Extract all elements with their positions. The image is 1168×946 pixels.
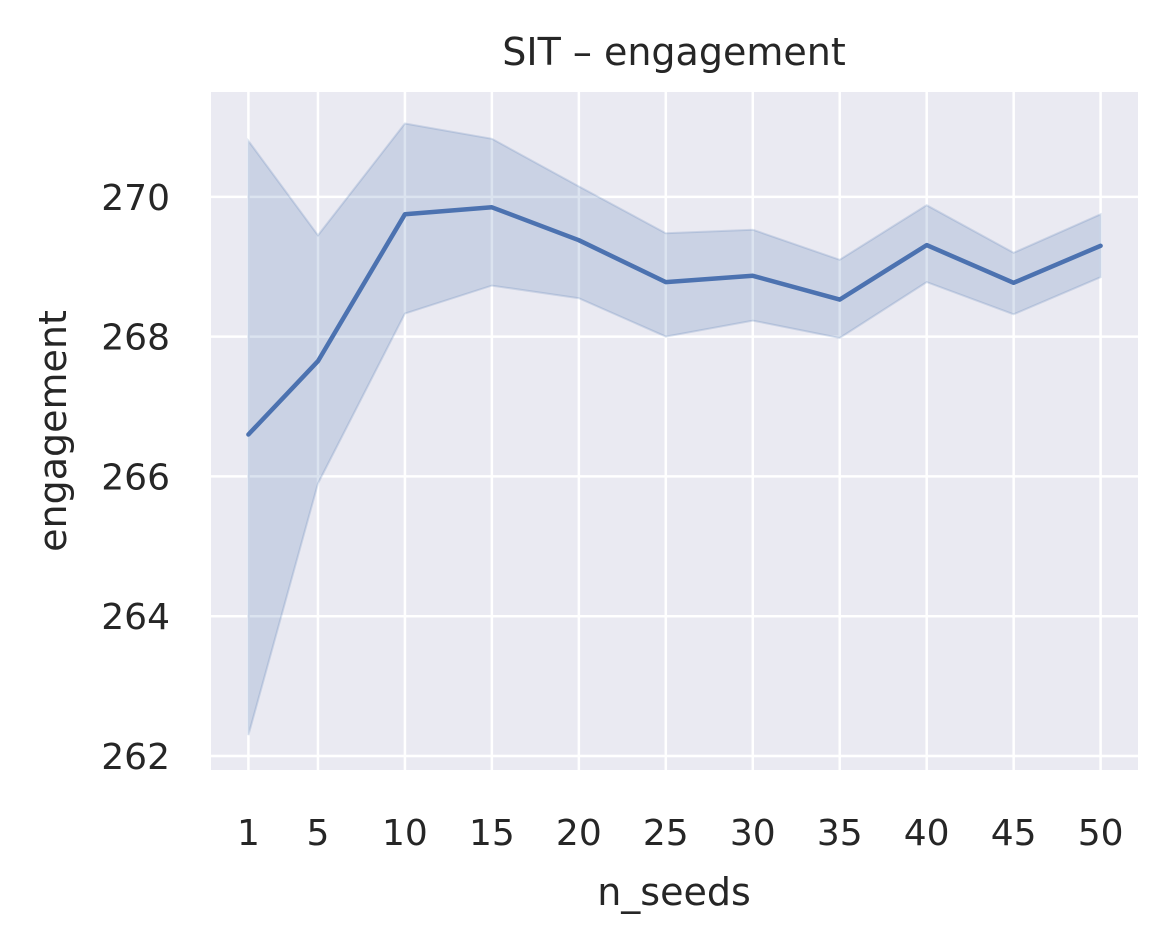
x-tick-label: 45 <box>991 813 1037 854</box>
y-tick-label: 270 <box>101 178 170 219</box>
series-line <box>246 205 1103 437</box>
x-tick-label: 30 <box>730 813 776 854</box>
y-tick-label: 262 <box>101 737 170 778</box>
y-axis-label: engagement <box>31 310 75 552</box>
y-tick-label: 264 <box>101 597 170 638</box>
series-line-group <box>246 205 1103 437</box>
confidence-band-group <box>247 122 1102 736</box>
x-tick-label: 40 <box>904 813 950 854</box>
x-tick-labels: 1 5 10 15 20 25 30 35 40 45 50 <box>237 813 1124 854</box>
y-tick-label: 266 <box>101 457 170 498</box>
x-tick-label: 5 <box>307 813 330 854</box>
x-tick-label: 35 <box>817 813 863 854</box>
grid <box>211 92 1138 770</box>
x-tick-label: 1 <box>237 813 260 854</box>
x-tick-label: 50 <box>1078 813 1124 854</box>
x-tick-label: 10 <box>382 813 428 854</box>
y-tick-labels: 262 264 266 268 270 <box>101 178 170 778</box>
chart-title: SIT – engagement <box>502 30 845 74</box>
x-tick-label: 20 <box>556 813 602 854</box>
x-axis-label: n_seeds <box>597 870 751 914</box>
plot-background <box>211 92 1138 770</box>
x-tick-label: 25 <box>643 813 689 854</box>
y-tick-label: 268 <box>101 318 170 359</box>
confidence-band <box>247 122 1102 736</box>
x-tick-label: 15 <box>469 813 515 854</box>
